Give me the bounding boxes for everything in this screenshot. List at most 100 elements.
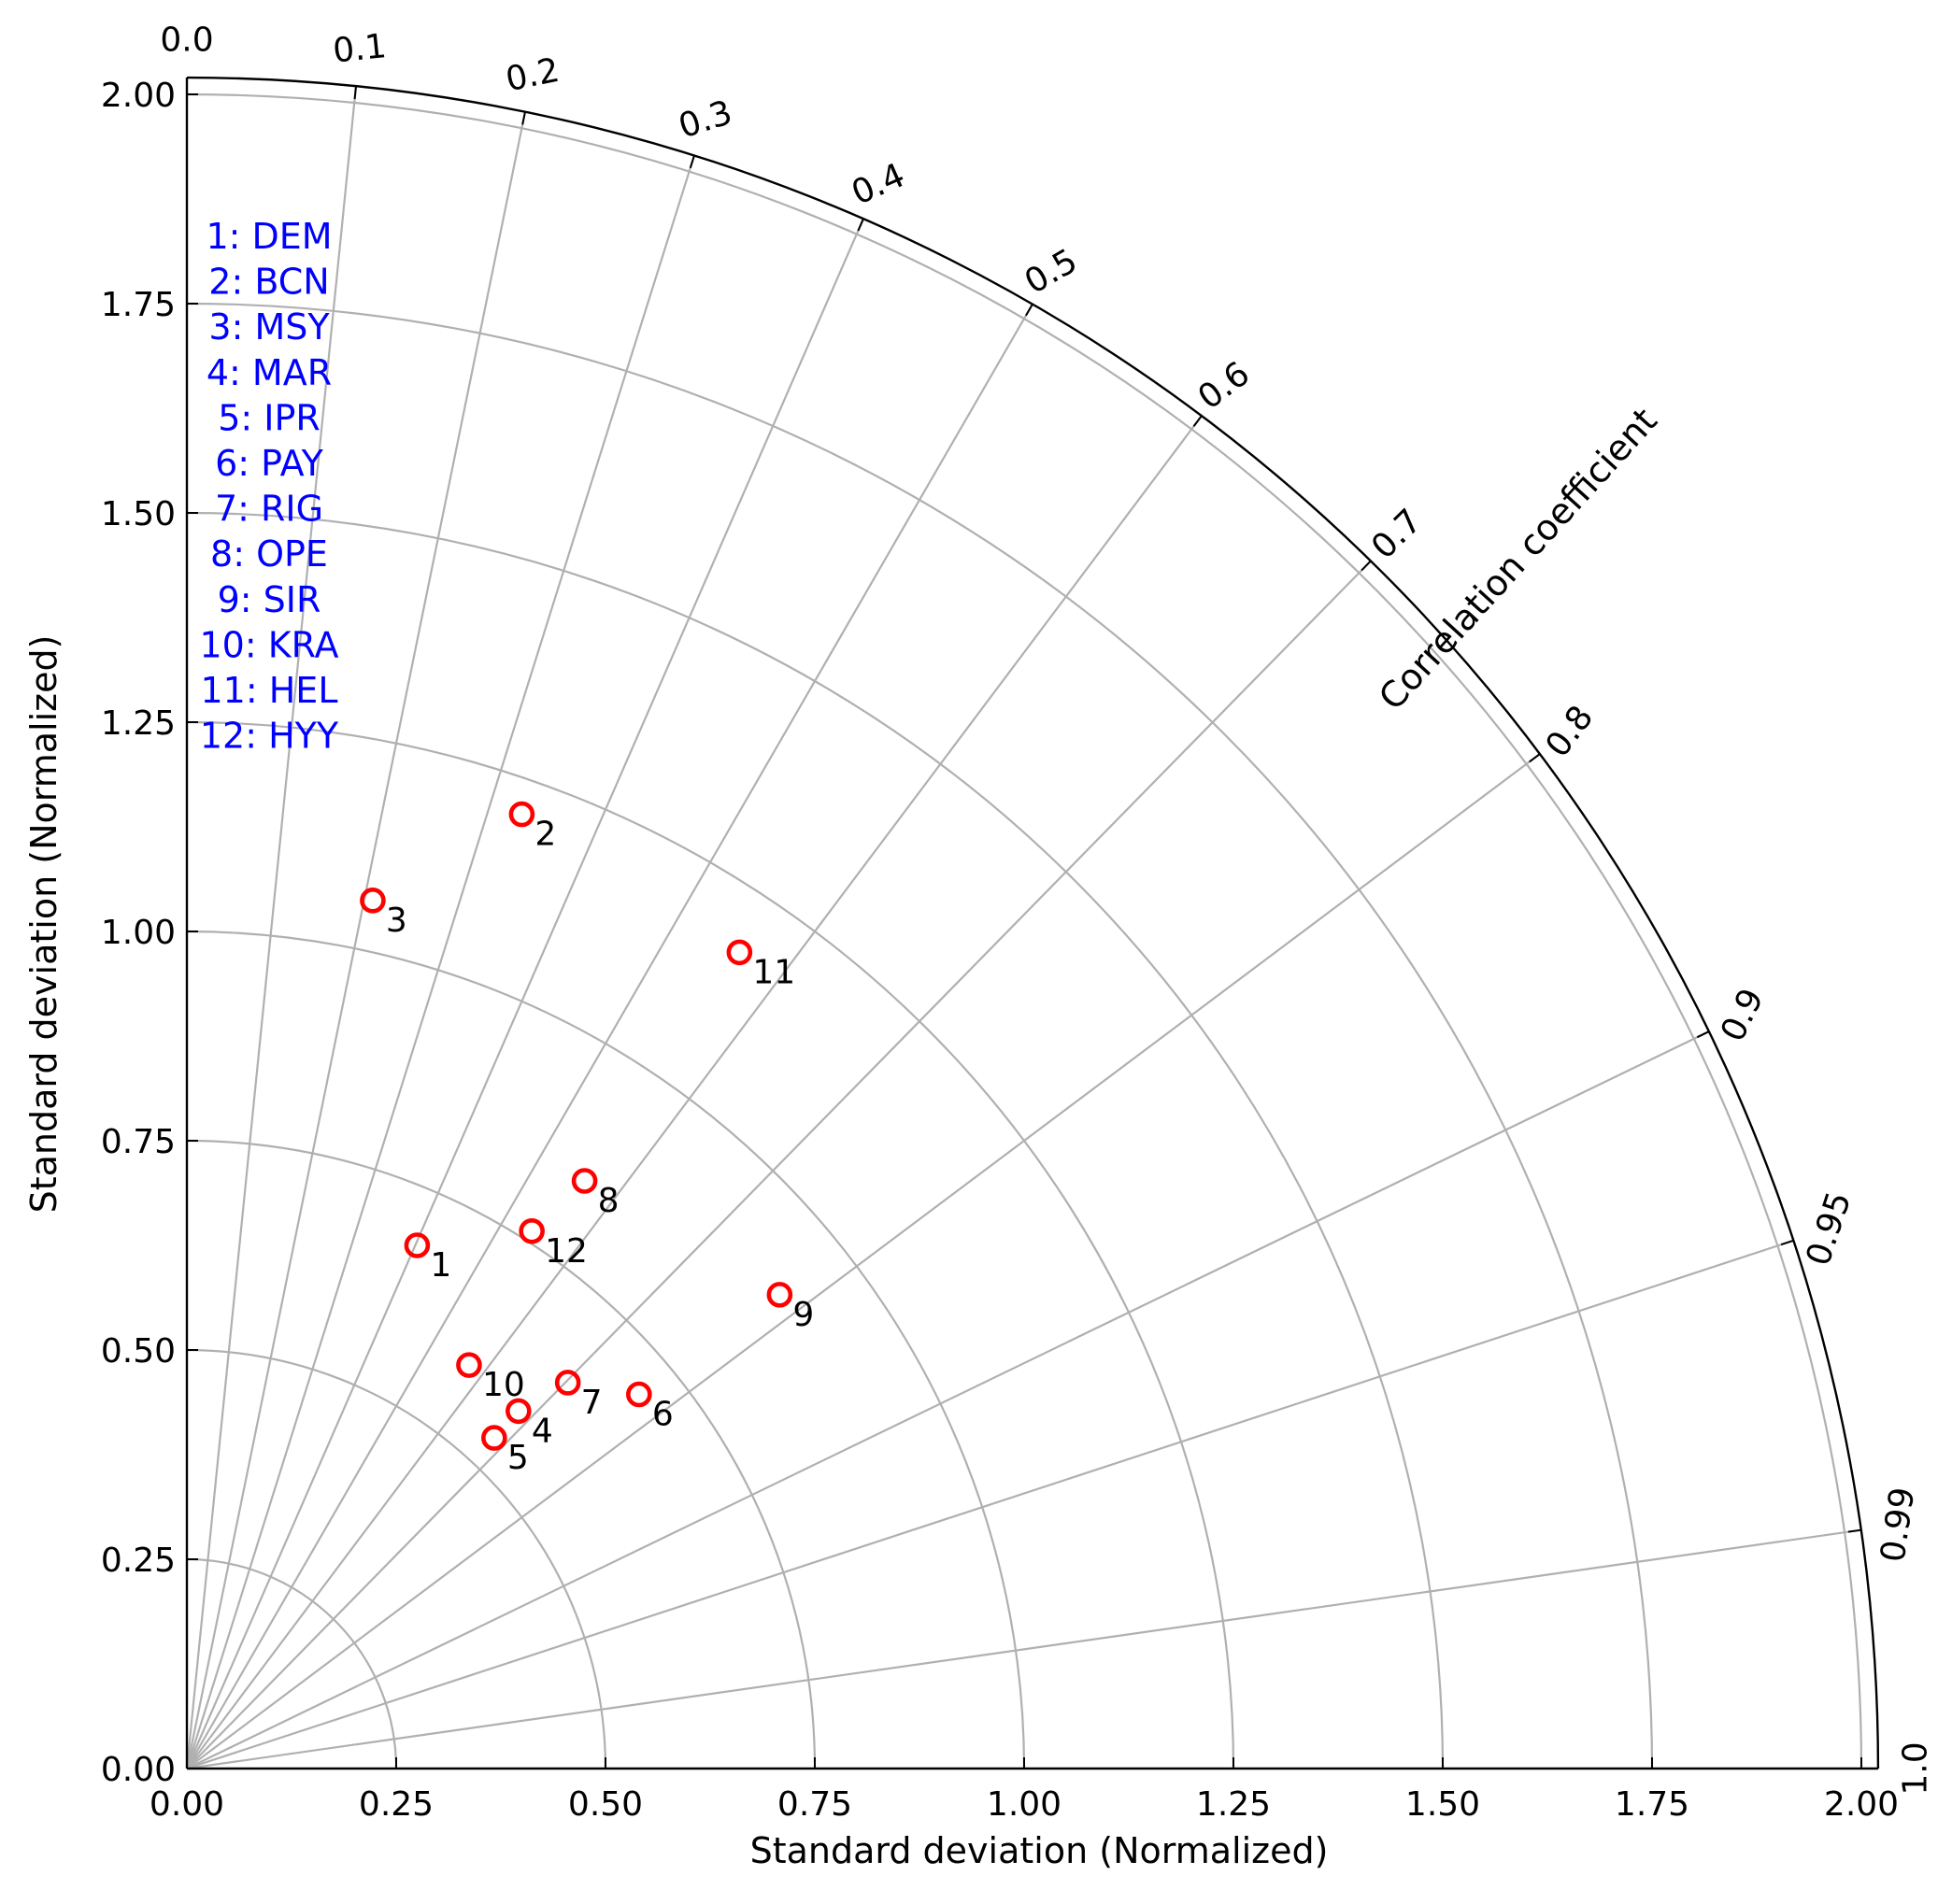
corr-tick-label: 0.8: [1538, 699, 1601, 764]
x-tick-label: 1.25: [1196, 1785, 1271, 1824]
y-tick-label: 1.00: [101, 914, 176, 952]
data-point-label: 6: [652, 1395, 674, 1433]
x-tick-label: 1.50: [1405, 1785, 1480, 1824]
y-tick-label: 0.75: [101, 1123, 176, 1161]
data-point-label: 12: [545, 1232, 588, 1271]
data-point-label: 7: [581, 1384, 603, 1422]
data-point: [626, 1381, 652, 1408]
data-point: [456, 1352, 482, 1378]
corr-tick-label: 0.4: [847, 156, 911, 212]
corr-tick-label: 1.0: [1896, 1741, 1934, 1795]
corr-grid-line: [185, 155, 696, 1769]
data-point-label: 9: [792, 1296, 814, 1334]
correlation-axis-label: Correlation coefficient: [1371, 400, 1665, 718]
axis-layer: [185, 76, 1880, 1770]
corr-grid-line: [185, 218, 864, 1769]
data-point-label: 5: [507, 1439, 529, 1477]
corr-tick-label: 0.3: [675, 93, 737, 146]
corr-tick-mark: [689, 155, 695, 169]
legend-entry: 7: RIG: [215, 489, 323, 530]
data-point: [726, 939, 753, 966]
data-point-label: 11: [752, 953, 795, 991]
x-tick-label: 0.50: [568, 1785, 643, 1824]
corr-grid-line: [186, 304, 1033, 1769]
data-point-label: 8: [598, 1182, 620, 1220]
y-tick-label: 1.50: [101, 495, 176, 533]
corr-tick-label: 0.9: [1714, 983, 1772, 1047]
y-tick-label: 0.50: [101, 1332, 176, 1371]
y-tick-label: 2.00: [101, 77, 176, 115]
legend-entry: 11: HEL: [201, 670, 338, 711]
corr-grid-line: [186, 1239, 1794, 1770]
x-tick-label: 0.00: [150, 1785, 224, 1824]
data-point-label: 1: [430, 1246, 451, 1285]
corr-tick-mark: [1025, 304, 1033, 317]
data-point-label: 4: [532, 1412, 553, 1450]
corr-tick-mark: [1847, 1528, 1861, 1533]
data-point-label: 10: [482, 1366, 525, 1404]
std-grid-arc: [186, 1557, 398, 1769]
data-point: [519, 1217, 545, 1244]
legend-entry: 10: KRA: [199, 624, 338, 665]
corr-grid-line: [186, 1030, 1710, 1769]
std-grid-arc: [186, 302, 1654, 1769]
std-grid-arc: [186, 92, 1863, 1769]
data-point: [766, 1282, 793, 1308]
corr-tick-mark: [1192, 415, 1203, 427]
data-point-label: 2: [534, 816, 556, 854]
corr-grid-line: [186, 415, 1203, 1769]
corr-tick-mark: [521, 111, 526, 125]
corr-grid-line: [186, 1528, 1861, 1770]
grid-layer: [185, 86, 1863, 1770]
corr-grid-line: [185, 86, 358, 1769]
outer-arc: [186, 76, 1880, 1769]
corr-tick-mark: [1361, 560, 1372, 572]
corr-grid-line: [186, 560, 1372, 1769]
std-grid-arc: [186, 511, 1445, 1769]
data-point: [571, 1168, 598, 1194]
std-grid-arc: [186, 930, 1026, 1769]
corr-grid-line: [186, 753, 1541, 1769]
y-tick-label: 1.75: [101, 286, 176, 324]
corr-tick-label: 0.0: [160, 21, 213, 60]
corr-tick-mark: [1780, 1239, 1794, 1246]
corr-tick-label: 0.7: [1364, 502, 1430, 566]
x-tick-label: 1.00: [987, 1785, 1061, 1824]
legend-entry: 2: BCN: [208, 262, 329, 303]
y-tick-label: 1.25: [101, 704, 176, 743]
legend-entry: 8: OPE: [210, 533, 328, 575]
data-point: [404, 1232, 431, 1258]
data-point: [506, 1398, 532, 1425]
x-tick-label: 0.75: [777, 1785, 852, 1824]
corr-tick-mark: [857, 218, 864, 232]
x-tick-label: 1.75: [1615, 1785, 1689, 1824]
x-tick-label: 2.00: [1824, 1785, 1899, 1824]
corr-tick-mark: [1696, 1030, 1710, 1039]
std-grid-arc: [186, 1139, 817, 1769]
data-point-label: 3: [386, 902, 407, 940]
data-point: [360, 888, 386, 914]
corr-tick-mark: [353, 86, 357, 100]
legend-entry: 4: MAR: [207, 352, 332, 393]
corr-tick-label: 0.6: [1191, 354, 1257, 417]
corr-tick-mark: [1529, 753, 1541, 763]
std-grid-arc: [186, 720, 1235, 1769]
y-tick-label: 0.00: [101, 1751, 176, 1789]
legend-entry: 3: MSY: [208, 306, 330, 348]
x-axis-label: Standard deviation (Normalized): [750, 1830, 1329, 1871]
corr-tick-label: 0.95: [1799, 1187, 1859, 1271]
y-axis-label: Standard deviation (Normalized): [23, 635, 64, 1214]
legend-entry: 9: SIR: [218, 579, 321, 620]
corr-tick-label: 0.2: [503, 51, 563, 100]
y-tick-label: 0.25: [101, 1542, 176, 1580]
legend-entry: 12: HYY: [200, 716, 339, 757]
corr-tick-label: 0.99: [1874, 1485, 1922, 1564]
legend-entry: 5: IPR: [218, 397, 321, 438]
std-grid-arc: [186, 1348, 607, 1769]
legend-entry: 1: DEM: [206, 216, 332, 257]
corr-tick-label: 0.5: [1019, 242, 1084, 302]
